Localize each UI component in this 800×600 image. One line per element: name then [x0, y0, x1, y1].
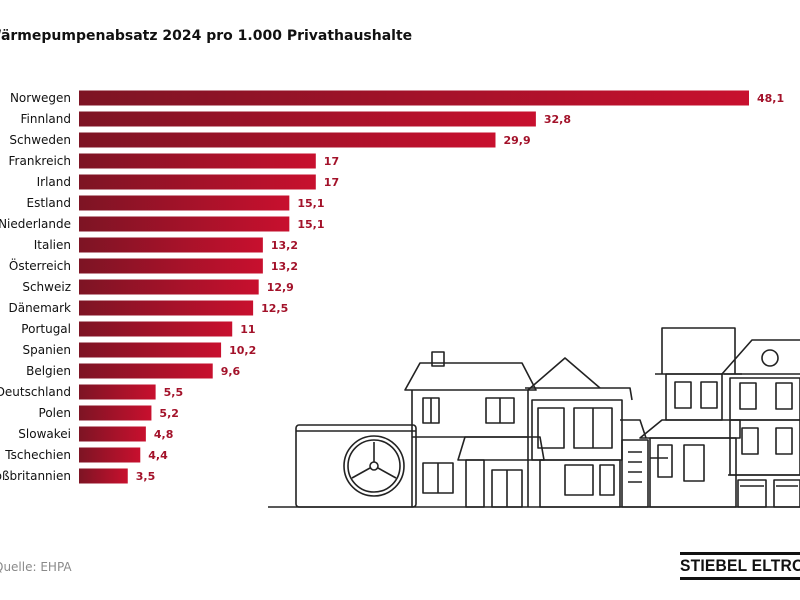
bar	[79, 258, 263, 274]
bar	[79, 111, 536, 127]
category-label: Dänemark	[8, 301, 71, 315]
category-label: Italien	[34, 238, 71, 252]
value-label: 13,2	[271, 260, 298, 273]
bar	[79, 300, 254, 316]
bar	[79, 216, 290, 232]
category-label: Schweden	[9, 133, 71, 147]
category-label: Tschechien	[4, 448, 71, 462]
category-label: Deutschland	[0, 385, 71, 399]
value-label: 5,2	[159, 407, 179, 420]
bar	[79, 153, 316, 169]
bar	[79, 426, 146, 442]
value-label: 32,8	[544, 113, 571, 126]
bar	[79, 447, 141, 463]
brand-logo-text: STIEBEL ELTRON	[680, 556, 800, 575]
category-label: Irland	[37, 175, 71, 189]
category-label: Schweiz	[22, 280, 71, 294]
bar	[79, 237, 263, 253]
source-note: Quelle: EHPA	[0, 560, 72, 574]
value-label: 12,5	[261, 302, 288, 315]
category-label: Spanien	[22, 343, 71, 357]
category-label: Belgien	[26, 364, 71, 378]
bar	[79, 384, 156, 400]
value-label: 13,2	[271, 239, 298, 252]
category-label: Portugal	[21, 322, 71, 336]
bar	[79, 90, 749, 106]
value-label: 9,6	[221, 365, 241, 378]
category-label: Slowakei	[18, 427, 71, 441]
bar	[79, 195, 290, 211]
brand-logo: STIEBEL ELTRON	[680, 552, 800, 580]
category-label: Finnland	[21, 112, 71, 126]
value-label: 4,4	[148, 449, 168, 462]
value-label: 4,8	[154, 428, 174, 441]
value-label: 5,5	[164, 386, 184, 399]
value-label: 11	[240, 323, 255, 336]
bar	[79, 363, 213, 379]
value-label: 12,9	[267, 281, 294, 294]
value-label: 17	[324, 176, 339, 189]
bar	[79, 468, 128, 484]
value-label: 3,5	[136, 470, 156, 483]
bar	[79, 321, 233, 337]
value-label: 10,2	[229, 344, 256, 357]
category-label: Österreich	[9, 257, 71, 273]
category-label: Norwegen	[10, 91, 71, 105]
category-label: Großbritannien	[0, 469, 71, 483]
bar	[79, 342, 222, 358]
value-label: 17	[324, 155, 339, 168]
value-label: 29,9	[503, 134, 530, 147]
bar	[79, 279, 259, 295]
category-label: Estland	[27, 196, 71, 210]
value-label: 15,1	[297, 218, 324, 231]
category-label: Niederlande	[0, 217, 71, 231]
bar	[79, 174, 316, 190]
value-label: 48,1	[757, 92, 784, 105]
category-label: Polen	[39, 406, 71, 420]
category-label: Frankreich	[9, 154, 71, 168]
value-label: 15,1	[297, 197, 324, 210]
chart-title: Wärmepumpenabsatz 2024 pro 1.000 Privath…	[0, 28, 413, 44]
bar	[79, 132, 496, 148]
bar	[79, 405, 152, 421]
